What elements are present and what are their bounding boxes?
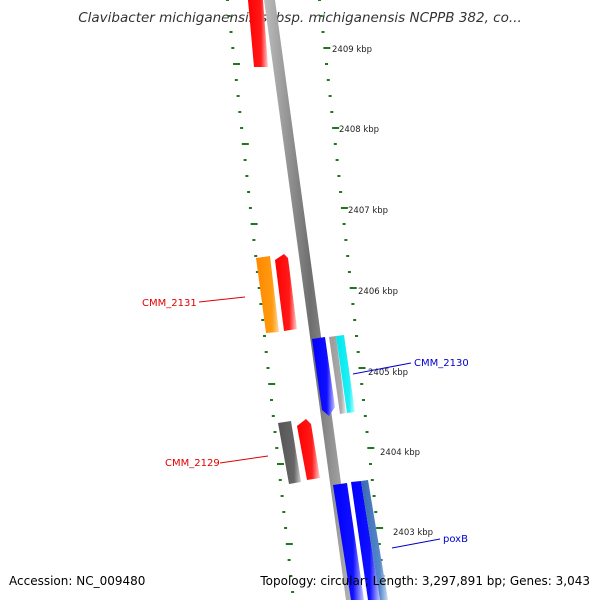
gene-label-cmm2130[interactable]: CMM_2130 bbox=[414, 358, 469, 369]
kbp-label: 2407 kbp bbox=[348, 206, 388, 216]
left-tick-track bbox=[226, 0, 295, 593]
feature-blue-poxb-2 bbox=[351, 481, 380, 600]
kbp-label: 2409 kbp bbox=[332, 45, 372, 55]
feature-steel-poxb bbox=[361, 480, 388, 600]
map-title: Clavibacter michiganensis subsp. michiga… bbox=[78, 10, 522, 26]
feature-gray-2129 bbox=[278, 421, 301, 484]
gene-label-cmm2129[interactable]: CMM_2129 bbox=[165, 458, 220, 469]
feature-gray-2130 bbox=[329, 336, 346, 414]
feature-blue-2130 bbox=[312, 337, 335, 416]
kbp-label: 2408 kbp bbox=[339, 125, 379, 135]
label-leader-cmm2130 bbox=[352, 362, 412, 375]
kbp-label: 2406 kbp bbox=[358, 287, 398, 297]
backbone bbox=[264, 0, 357, 600]
label-leader-poxb bbox=[391, 538, 441, 549]
gene-label-cmm2131[interactable]: CMM_2131 bbox=[142, 298, 197, 309]
gene-label-poxb[interactable]: poxB bbox=[443, 534, 468, 545]
kbp-label: 2403 kbp bbox=[393, 528, 433, 538]
label-leader-cmm2131 bbox=[198, 296, 246, 303]
kbp-label: 2404 kbp bbox=[380, 448, 420, 458]
feature-cmm2131-orange bbox=[256, 256, 279, 333]
kbp-label: 2405 kbp bbox=[368, 368, 408, 378]
feature-blue-poxb bbox=[333, 483, 364, 600]
feature-red-top bbox=[248, 0, 268, 67]
label-leader-cmm2129 bbox=[219, 455, 269, 464]
feature-red-2129 bbox=[297, 419, 320, 480]
feature-cyan-2130 bbox=[336, 335, 355, 413]
genome-summary-text: Topology: circular; Length: 3,297,891 bp… bbox=[260, 574, 590, 588]
accession-text: Accession: NC_009480 bbox=[9, 574, 146, 588]
feature-cmm2131-red bbox=[275, 254, 297, 331]
